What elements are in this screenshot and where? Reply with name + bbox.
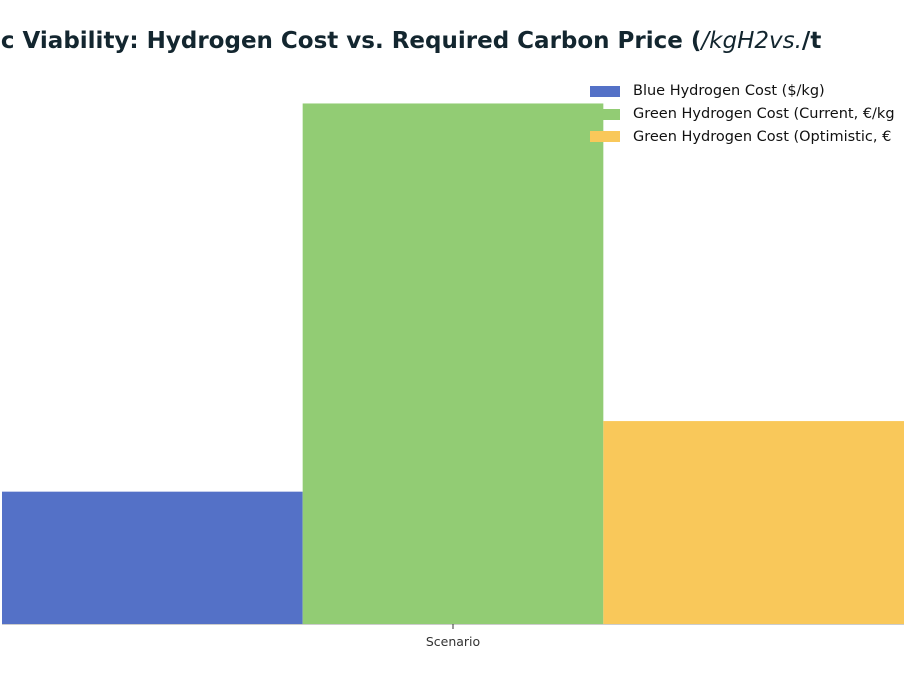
legend-label: Green Hydrogen Cost (Optimistic, € <box>633 128 892 145</box>
legend-item: Green Hydrogen Cost (Optimistic, € <box>590 125 904 148</box>
legend-swatch <box>590 85 620 97</box>
legend-label: Green Hydrogen Cost (Current, €/kg <box>633 106 895 123</box>
bar-3 <box>603 421 904 624</box>
chart-title-prefix: ic Viability: Hydrogen Cost vs. Required… <box>0 28 702 54</box>
legend-item: Blue Hydrogen Cost ($/kg) <box>590 80 904 103</box>
chart-title-suffix: /t <box>801 28 822 54</box>
x-tick-label: Scenario <box>426 634 480 649</box>
bar-2 <box>302 103 604 624</box>
bar-1 <box>2 491 303 624</box>
legend: Blue Hydrogen Cost ($/kg) Green Hydrogen … <box>590 80 904 148</box>
legend-label: Blue Hydrogen Cost ($/kg) <box>633 83 825 100</box>
legend-swatch <box>590 131 620 143</box>
legend-item: Green Hydrogen Cost (Current, €/kg <box>590 103 904 126</box>
chart-title-math: /kgH2vs. <box>701 28 802 54</box>
chart-title: ic Viability: Hydrogen Cost vs. Required… <box>0 28 904 60</box>
legend-swatch <box>590 108 620 120</box>
